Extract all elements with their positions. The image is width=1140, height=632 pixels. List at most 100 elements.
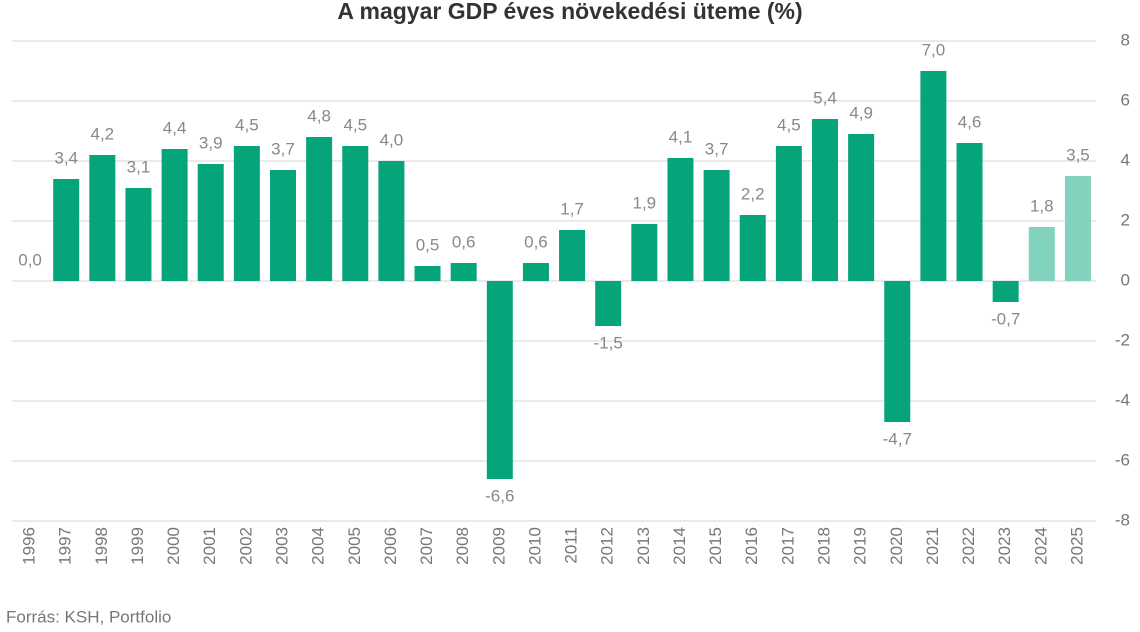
bar <box>125 188 152 281</box>
x-tick-label: 2005 <box>345 527 364 565</box>
x-tick-label: 2020 <box>887 527 906 565</box>
bar <box>1064 176 1091 281</box>
value-label: 4,5 <box>343 115 367 134</box>
x-tick-label: 2019 <box>851 527 870 565</box>
x-tick-label: 2022 <box>959 527 978 565</box>
x-tick-label: 2021 <box>923 527 942 565</box>
value-label: 1,7 <box>560 199 584 218</box>
x-tick-label: 2010 <box>525 527 544 565</box>
x-tick-label: 2009 <box>489 527 508 565</box>
bar <box>956 143 983 281</box>
value-label: 0,6 <box>452 232 476 251</box>
value-label: 3,9 <box>199 133 223 152</box>
bar <box>233 146 260 281</box>
x-tick-label: 2023 <box>995 527 1014 565</box>
bar <box>631 224 658 281</box>
value-label: 4,0 <box>380 130 404 149</box>
value-label: 3,1 <box>127 157 151 176</box>
value-label: -4,7 <box>883 429 912 448</box>
x-tick-label: 2006 <box>381 527 400 565</box>
bar <box>775 146 802 281</box>
bar <box>667 158 694 281</box>
value-label: -6,6 <box>485 486 514 505</box>
x-tick-label: 2016 <box>742 527 761 565</box>
bar <box>89 155 116 281</box>
bar <box>197 164 224 281</box>
x-tick-label: 2024 <box>1031 527 1050 565</box>
value-label: 3,5 <box>1066 145 1090 164</box>
bar <box>342 146 369 281</box>
bar <box>414 266 441 281</box>
x-tick-label: 2012 <box>598 527 617 565</box>
value-label: 4,6 <box>958 112 982 131</box>
bar <box>522 263 549 281</box>
value-label: 4,5 <box>777 115 801 134</box>
y-tick-label: 6 <box>1121 90 1130 109</box>
value-label: 4,9 <box>849 103 873 122</box>
bar <box>739 215 766 281</box>
x-tick-label: 2011 <box>562 527 581 564</box>
value-label: 0,0 <box>18 250 42 269</box>
bar <box>992 281 1019 302</box>
bar <box>53 179 80 281</box>
bar <box>378 161 405 281</box>
value-label: 4,8 <box>307 106 331 125</box>
bar <box>812 119 838 281</box>
value-label: 4,1 <box>669 127 693 146</box>
y-tick-label: 0 <box>1121 270 1130 289</box>
y-tick-label: -4 <box>1115 390 1130 409</box>
value-label: 0,6 <box>524 232 548 251</box>
x-tick-label: 2003 <box>272 527 291 565</box>
x-tick-label: 2004 <box>309 527 328 565</box>
x-tick-label: 1996 <box>20 527 39 565</box>
x-tick-label: 2000 <box>164 527 183 565</box>
value-label: 1,9 <box>633 193 657 212</box>
x-tick-label: 2007 <box>417 527 436 565</box>
x-tick-label: 2014 <box>670 527 689 565</box>
bar <box>559 230 586 281</box>
x-tick-label: 2002 <box>236 527 255 565</box>
value-label: 3,4 <box>54 148 78 167</box>
y-tick-label: 8 <box>1121 30 1130 49</box>
value-label: 7,0 <box>922 40 946 59</box>
bar <box>595 281 622 326</box>
x-tick-label: 2017 <box>778 527 797 565</box>
bar <box>270 170 296 281</box>
y-tick-label: 4 <box>1121 150 1130 169</box>
x-tick-label: 2025 <box>1067 527 1086 565</box>
x-tick-label: 2001 <box>200 527 219 565</box>
value-label: 3,7 <box>705 139 729 158</box>
value-label: 4,2 <box>91 124 115 143</box>
source: Forrás: KSH, Portfolio <box>6 607 171 626</box>
value-label: 1,8 <box>1030 196 1054 215</box>
y-tick-label: -6 <box>1115 450 1130 469</box>
x-tick-label: 2015 <box>706 527 725 565</box>
bar <box>486 281 513 479</box>
y-tick-label: -2 <box>1115 330 1130 349</box>
x-tick-label: 2013 <box>634 527 653 565</box>
bar <box>161 149 188 281</box>
value-label: 0,5 <box>416 235 440 254</box>
value-label: 2,2 <box>741 184 765 203</box>
y-tick-label: 2 <box>1121 210 1130 229</box>
x-tick-label: 2008 <box>453 527 472 565</box>
bar <box>920 71 947 281</box>
value-label: -0,7 <box>991 309 1020 328</box>
value-label: 4,4 <box>163 118 187 137</box>
bar <box>306 137 333 281</box>
chart-title: A magyar GDP éves növekedési üteme (%) <box>337 0 802 24</box>
value-label: 3,7 <box>271 139 295 158</box>
bar <box>848 134 875 281</box>
value-label: 5,4 <box>813 88 837 107</box>
bar <box>884 281 911 422</box>
bar <box>703 170 730 281</box>
x-tick-label: 1997 <box>56 527 75 565</box>
value-label: -1,5 <box>594 333 623 352</box>
bar <box>1028 227 1055 281</box>
x-tick-label: 1998 <box>92 527 111 565</box>
value-label: 4,5 <box>235 115 259 134</box>
y-tick-label: -8 <box>1115 510 1130 529</box>
x-tick-label: 1999 <box>128 527 147 565</box>
bar <box>450 263 477 281</box>
